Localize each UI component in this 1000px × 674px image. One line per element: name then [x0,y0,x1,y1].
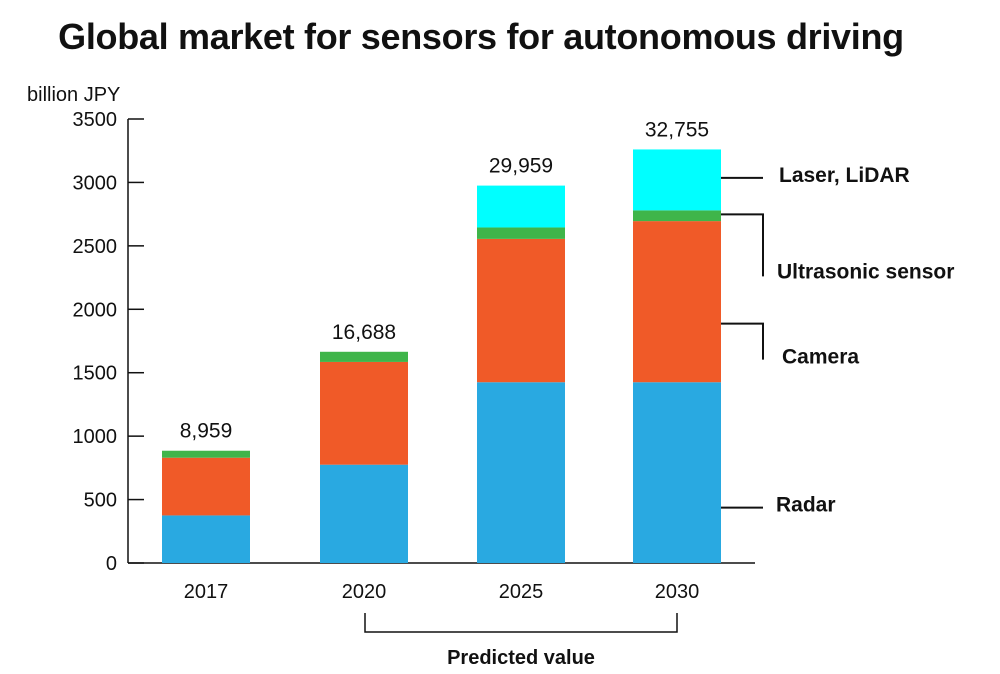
bar-segment-2030-radar [633,382,721,563]
bar-segment-2020-camera [320,361,408,465]
bar-segment-2025-camera [477,238,565,383]
labels-layer: 8,959 2017 16,688 2020 29,959 2025 32,755 2030 [180,118,709,603]
total-label-2020: 16,688 [332,321,396,344]
bar-segment-2017-radar [162,515,250,563]
y-tick-label-1000: 1000 [73,426,118,448]
leader-ultrasonic [721,213,764,277]
bars-layer [162,149,721,563]
bar-segment-2017-ultrasonic-sensor [162,450,250,458]
predicted-bracket: Predicted value [364,613,678,669]
predicted-value-label: Predicted value [447,647,595,669]
y-tick-label-0: 0 [106,553,117,575]
x-tick-label-2030: 2030 [655,581,700,603]
bar-segment-2030-camera [633,221,721,383]
legend-label-ultrasonic: Ultrasonic sensor [777,260,954,283]
legend-label-camera: Camera [782,346,859,369]
predicted-bracket-line [364,613,678,633]
total-label-2030: 32,755 [645,118,709,141]
axis-layer: 0 500 1000 1500 2000 2500 3000 3500 billion JPY [27,84,755,575]
y-tick-label-2500: 2500 [73,236,118,258]
total-label-2025: 29,959 [489,155,553,178]
y-tick-label-2000: 2000 [73,299,118,321]
bar-segment-2025-ultrasonic-sensor [477,227,565,239]
chart-title: Global market for sensors for autonomous… [58,16,904,57]
y-tick-label-3500: 3500 [73,109,118,131]
bar-segment-2020-radar [320,464,408,563]
x-tick-label-2017: 2017 [184,581,229,603]
y-unit-label: billion JPY [27,84,120,106]
bar-segment-2020-ultrasonic-sensor [320,351,408,362]
total-label-2017: 8,959 [180,420,233,443]
bar-segment-2030-ultrasonic-sensor [633,210,721,222]
x-tick-label-2025: 2025 [499,581,544,603]
bar-segment-2030-laser-lidar [633,149,721,211]
y-tick-label-3000: 3000 [73,172,118,194]
leader-camera [721,322,764,360]
bar-segment-2017-camera [162,457,250,516]
y-tick-label-500: 500 [84,490,117,512]
bar-segment-2025-radar [477,382,565,563]
legend-label-radar: Radar [776,494,836,517]
bar-segment-2025-laser-lidar [477,185,565,228]
y-tick-label-1500: 1500 [73,363,118,385]
x-tick-label-2020: 2020 [342,581,387,603]
legend-label-lidar: Laser, LiDAR [779,164,910,187]
legend-layer: Radar Camera Ultrasonic sensor Laser, LiDAR [721,164,954,517]
